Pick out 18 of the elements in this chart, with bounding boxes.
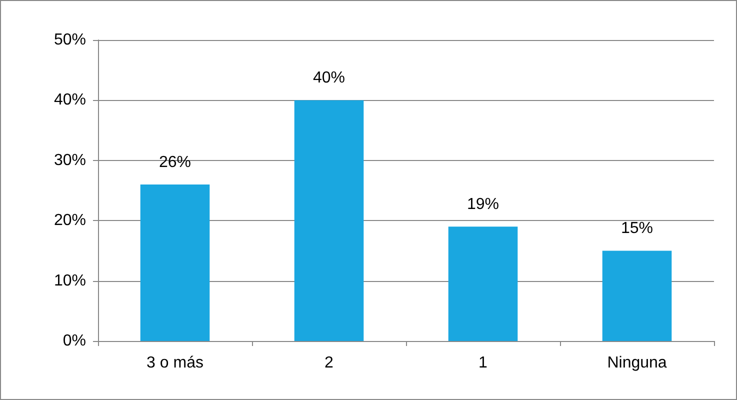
data-label: 15% (620, 220, 654, 238)
x-tick-label: 2 (324, 354, 334, 372)
data-label: 26% (158, 154, 192, 171)
bar (294, 100, 364, 341)
y-tick-label: 50% (54, 32, 86, 48)
data-label: 40% (312, 70, 346, 87)
bar (448, 226, 518, 341)
bar (602, 250, 672, 341)
y-tick-label: 20% (54, 212, 86, 230)
y-tick-label: 0% (62, 332, 86, 350)
x-tick-label: Ninguna (607, 354, 667, 372)
y-tick-label: 30% (54, 152, 86, 169)
x-tick-label: 3 o más (146, 354, 204, 372)
bar (140, 184, 210, 341)
x-tick-label: 1 (478, 354, 488, 372)
y-tick-label: 40% (54, 92, 86, 109)
y-tick-label: 10% (54, 272, 86, 290)
data-label: 19% (466, 196, 500, 214)
